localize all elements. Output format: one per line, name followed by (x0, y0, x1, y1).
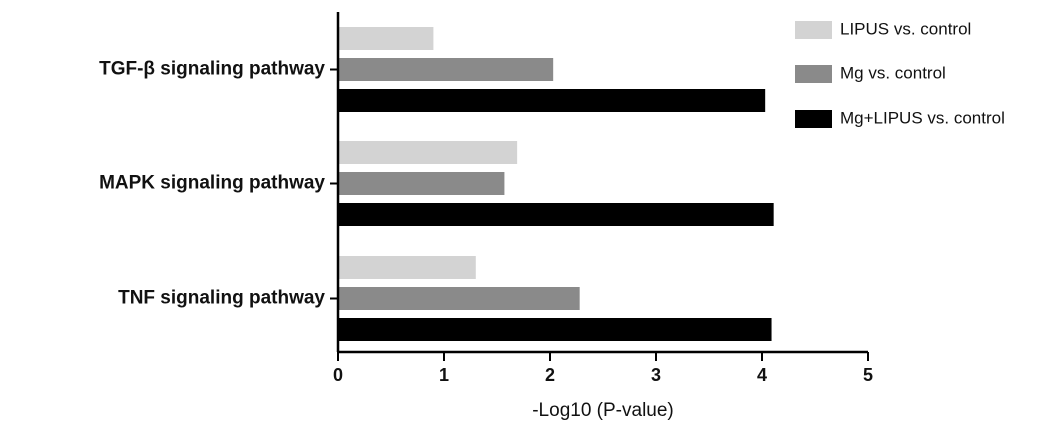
legend-swatch (795, 65, 832, 83)
bar (338, 58, 554, 81)
x-tick-label: 4 (757, 365, 767, 385)
legend-label: Mg+LIPUS vs. control (840, 108, 1005, 127)
y-tick-label: TNF signaling pathway (118, 288, 325, 309)
bar (338, 287, 580, 310)
x-axis-title: -Log10 (P-value) (532, 400, 674, 421)
bar (338, 318, 772, 341)
bar (338, 27, 434, 50)
x-tick-label: 1 (439, 365, 449, 385)
x-tick-label: 2 (545, 365, 555, 385)
legend-label: Mg vs. control (840, 63, 946, 82)
bar (338, 172, 505, 195)
legend-swatch (795, 110, 832, 128)
bar (338, 89, 766, 112)
y-tick-label: TGF-β signaling pathway (99, 59, 325, 80)
legend-swatch (795, 21, 832, 39)
x-tick-label: 3 (651, 365, 661, 385)
x-tick-label: 5 (863, 365, 873, 385)
x-tick-label: 0 (333, 365, 343, 385)
y-tick-label: MAPK signaling pathway (99, 173, 325, 194)
bar (338, 203, 774, 226)
bar (338, 141, 518, 164)
legend-label: LIPUS vs. control (840, 19, 971, 38)
bar (338, 256, 476, 279)
